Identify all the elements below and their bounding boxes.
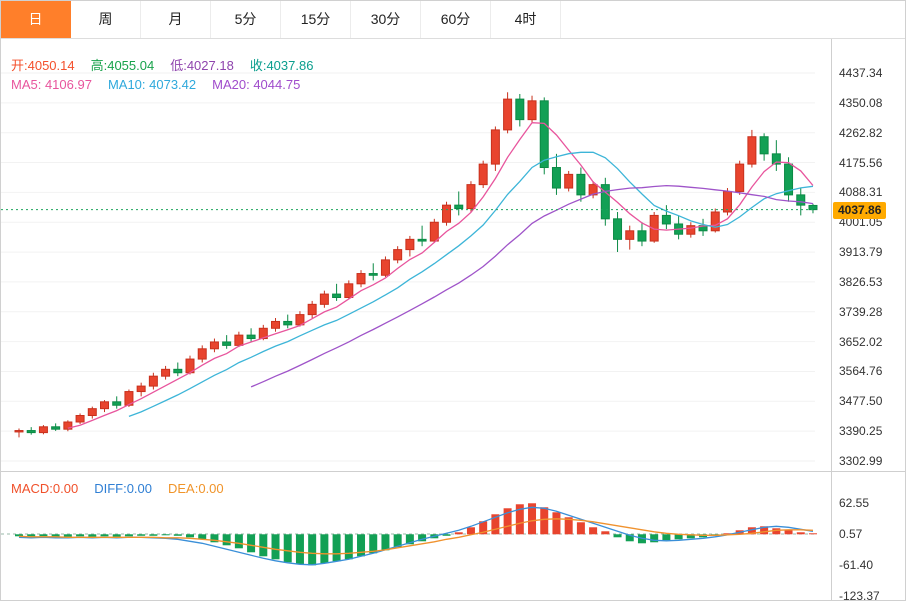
macd-axis-label: -61.40 — [839, 558, 874, 572]
macd-panel: MACD:0.00 DIFF:0.00 DEA:0.00 — [1, 471, 831, 601]
macd-axis-label: 62.55 — [839, 496, 870, 510]
y-axis-label: 3739.28 — [839, 304, 883, 319]
tab-week[interactable]: 周 — [71, 1, 141, 38]
tab-60min[interactable]: 60分 — [421, 1, 491, 38]
ma-lines — [67, 122, 814, 429]
tab-15min[interactable]: 15分 — [281, 1, 351, 38]
y-axis-label: 3826.53 — [839, 274, 883, 289]
main-y-axis: 4437.34 4350.08 4262.82 4175.56 4088.31 4001.… — [831, 39, 905, 471]
tab-5min[interactable]: 5分 — [211, 1, 281, 38]
y-axis-label: 3390.25 — [839, 424, 883, 439]
y-axis-label: 4262.82 — [839, 125, 883, 140]
y-axis-label: 4350.08 — [839, 95, 883, 110]
candlestick-chart[interactable] — [1, 39, 831, 471]
macd-axis-label: 0.57 — [839, 527, 863, 541]
candles — [14, 92, 818, 438]
dea-line — [18, 518, 814, 555]
y-axis-label: 4088.31 — [839, 185, 883, 200]
tab-day[interactable]: 日 — [1, 1, 71, 38]
last-price-badge: 4037.86 — [833, 201, 887, 219]
y-axis-label: 3302.99 — [839, 454, 883, 468]
y-axis-label: 3477.50 — [839, 394, 883, 409]
y-axis-label: 4001.05 — [839, 215, 883, 230]
macd-chart[interactable] — [1, 472, 831, 601]
tab-4hour[interactable]: 4时 — [491, 1, 561, 38]
grid-lines — [1, 72, 815, 462]
tab-30min[interactable]: 30分 — [351, 1, 421, 38]
y-axis-label: 3564.76 — [839, 364, 883, 379]
tab-month[interactable]: 月 — [141, 1, 211, 38]
timeframe-tabbar: 日周月 5分 15分 30分 60分 4时 — [1, 1, 905, 39]
y-axis-label: 4175.56 — [839, 155, 883, 170]
y-axis-label: 3652.02 — [839, 334, 883, 349]
y-axis-label: 3913.79 — [839, 245, 883, 260]
macd-axis-label: -123.37 — [839, 589, 880, 601]
main-chart-area: 开:4050.14 高:4055.04 低:4027.18 收:4037.86 MA5… — [1, 39, 831, 471]
y-axis-label: 4437.34 — [839, 66, 883, 80]
macd-y-axis: 62.55 0.57 -61.40 -123.37 — [831, 471, 905, 601]
